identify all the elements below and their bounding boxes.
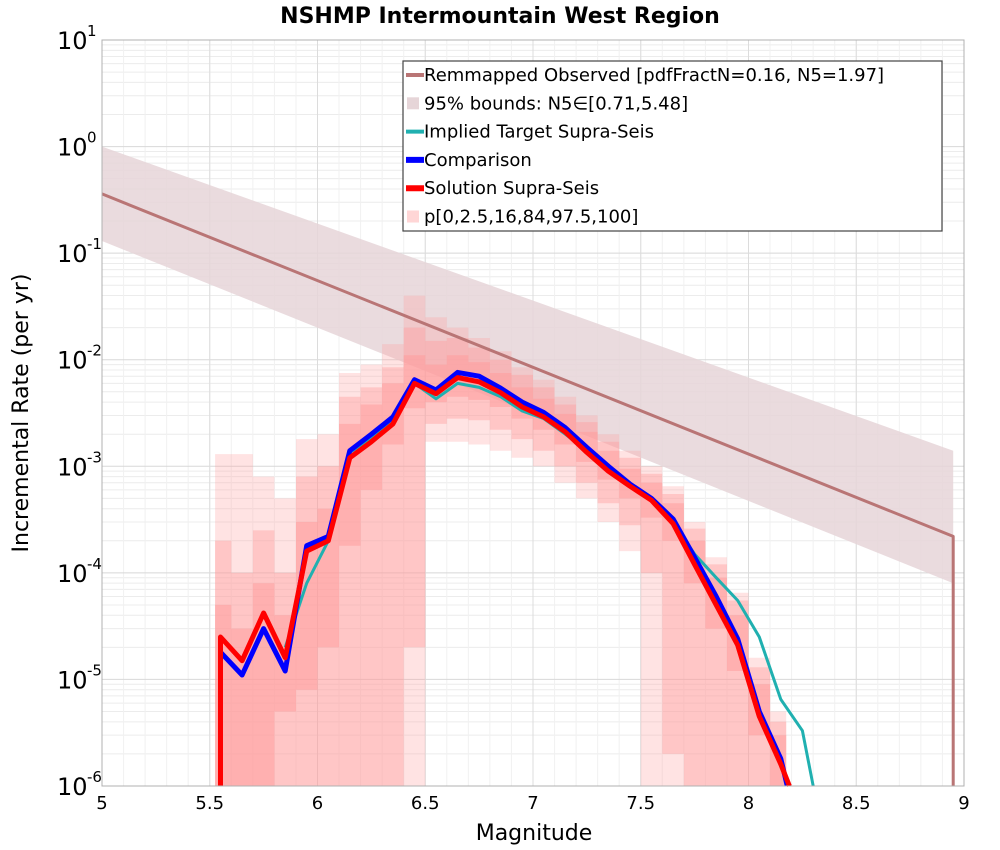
series-line-0 [101,192,955,786]
y-tick-exponent: -5 [87,661,102,679]
legend-label: p[0,2.5,16,84,97.5,100] [424,207,638,228]
y-tick-exponent: -2 [87,342,102,360]
y-tick-exponent: -4 [87,555,102,573]
y-tick-exponent: -3 [87,448,102,466]
x-tick-label: 7 [527,793,538,814]
y-tick-label: 10 1 [57,22,97,55]
y-tick-label: 10 -5 [57,661,102,694]
legend-label: Remmapped Observed [pdfFractN=0.16, N5=1… [424,65,884,86]
legend-swatch [407,97,419,110]
x-tick-label: 7.5 [626,793,655,814]
y-tick-base: 10 [57,560,88,588]
legend-box [402,60,943,232]
legend-label: Solution Supra-Seis [424,178,599,199]
y-tick-exponent: 1 [87,22,97,40]
y-tick-base: 10 [57,240,88,268]
y-tick-base: 10 [57,27,88,55]
x-tick-label: 8.5 [842,793,871,814]
x-tick-label: 5 [96,793,107,814]
series-layer [101,192,955,787]
x-tick-labels: 5 5.5 6 6.5 7 7.5 8 8.5 9 [96,793,969,814]
y-tick-label: 10 -3 [57,448,102,481]
y-tick-label: 10 0 [57,129,97,162]
x-tick-label: 5.5 [195,793,224,814]
y-axis-title: Incremental Rate (per yr) [9,274,34,553]
y-tick-base: 10 [57,666,88,694]
x-tick-label: 6.5 [411,793,440,814]
series-line-3 [218,375,792,787]
legend-label: 95% bounds: N5∈[0.71,5.48] [424,93,688,114]
y-tick-base: 10 [57,773,88,801]
y-tick-label: 10 -4 [57,555,102,588]
plot-frame [101,39,965,787]
y-tick-base: 10 [57,453,88,481]
y-tick-label: 10 -6 [57,768,102,801]
y-tick-label: 10 -2 [57,342,102,375]
x-tick-label: 9 [958,793,969,814]
chart-title: NSHMP Intermountain West Region [280,4,720,29]
x-tick-label: 6 [312,793,323,814]
y-tick-exponent: -6 [87,768,102,786]
legend-label: Comparison [424,150,532,171]
axes [101,39,965,787]
y-tick-base: 10 [57,134,88,162]
y-tick-base: 10 [57,347,88,375]
x-axis-title: Magnitude [476,821,593,846]
legend-swatch [407,210,419,223]
y-tick-exponent: -1 [87,235,102,253]
y-tick-label: 10 -1 [57,235,102,268]
percentile-band-p16-p84 [209,355,792,786]
legend-label: Implied Target Supra-Seis [424,122,654,143]
y-tick-exponent: 0 [87,129,97,147]
x-tick-label: 8 [743,793,754,814]
legend: Remmapped Observed [pdfFractN=0.16, N5=1… [402,60,943,232]
percentile-band-p0-p100 [209,295,792,786]
